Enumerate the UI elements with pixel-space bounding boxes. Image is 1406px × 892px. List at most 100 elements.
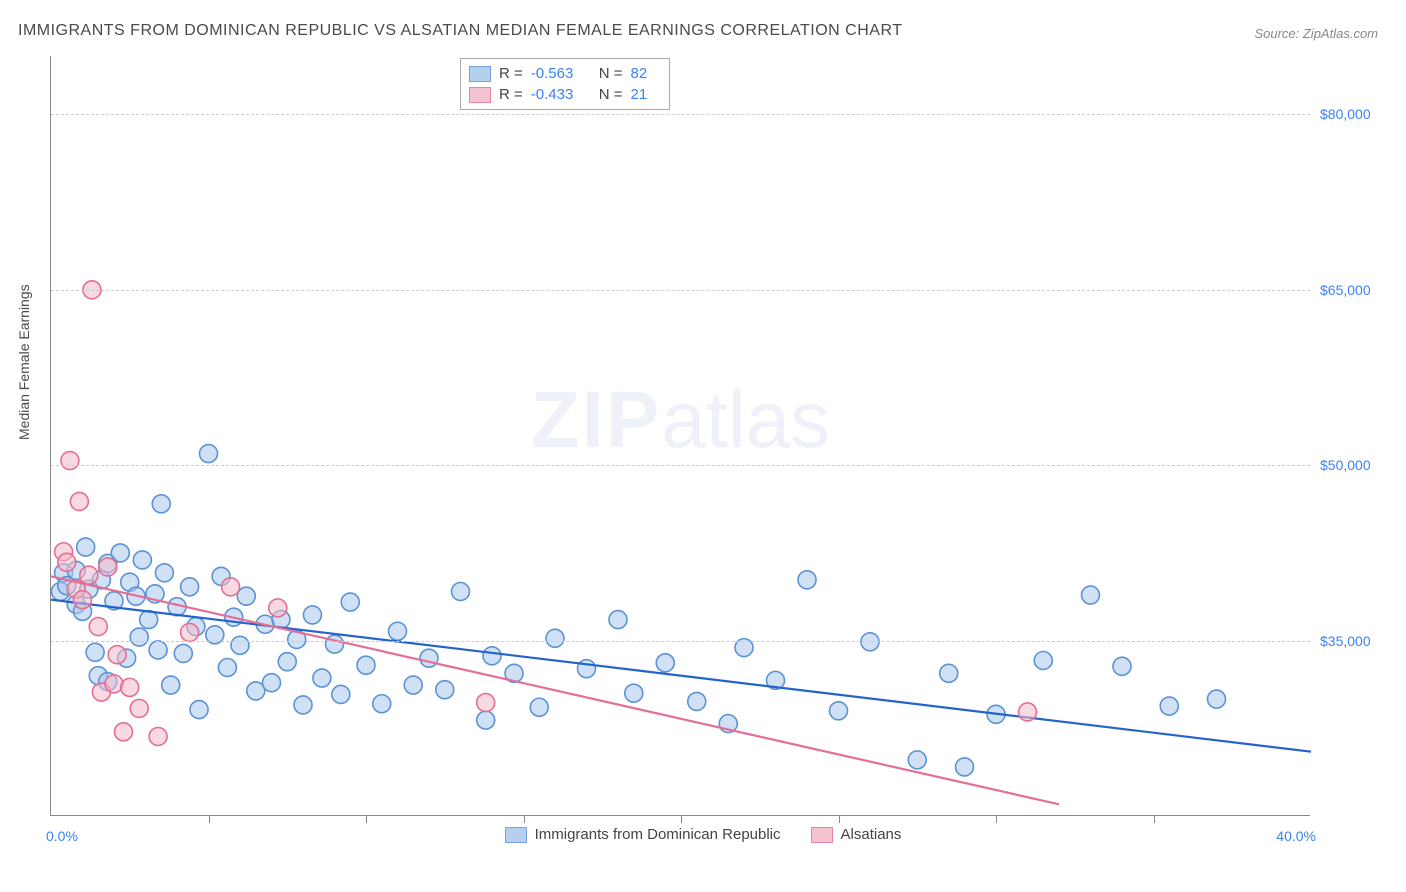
data-point-alsatian xyxy=(114,723,132,741)
source-label: Source: ZipAtlas.com xyxy=(1254,26,1378,41)
data-point-dominican xyxy=(111,544,129,562)
data-point-alsatian xyxy=(477,694,495,712)
data-point-dominican xyxy=(174,644,192,662)
legend-item-alsatian: Alsatians xyxy=(811,826,902,843)
chart-title: IMMIGRANTS FROM DOMINICAN REPUBLIC VS AL… xyxy=(18,22,903,40)
data-point-alsatian xyxy=(121,678,139,696)
data-point-dominican xyxy=(341,593,359,611)
data-point-dominican xyxy=(420,649,438,667)
data-point-alsatian xyxy=(105,675,123,693)
legend-stat-row-alsatian: R = -0.433N = 21 xyxy=(469,84,661,105)
data-point-dominican xyxy=(149,641,167,659)
data-point-dominican xyxy=(452,583,470,601)
data-point-dominican xyxy=(830,702,848,720)
data-point-dominican xyxy=(237,587,255,605)
data-point-dominican xyxy=(155,564,173,582)
x-tick xyxy=(209,815,210,823)
legend-swatch xyxy=(811,827,833,843)
x-tick xyxy=(996,815,997,823)
data-point-dominican xyxy=(483,647,501,665)
data-point-dominican xyxy=(77,538,95,556)
y-tick-label: $80,000 xyxy=(1320,106,1371,122)
data-point-dominican xyxy=(181,578,199,596)
data-point-alsatian xyxy=(108,646,126,664)
data-point-dominican xyxy=(578,660,596,678)
plot-area: ZIPatlas xyxy=(50,56,1310,816)
data-point-dominican xyxy=(294,696,312,714)
x-tick xyxy=(1154,815,1155,823)
y-tick-label: $50,000 xyxy=(1320,457,1371,473)
data-point-dominican xyxy=(404,676,422,694)
data-point-dominican xyxy=(313,669,331,687)
data-point-dominican xyxy=(326,635,344,653)
data-point-dominican xyxy=(263,674,281,692)
data-point-dominican xyxy=(86,643,104,661)
data-point-dominican xyxy=(162,676,180,694)
data-point-dominican xyxy=(940,664,958,682)
data-point-dominican xyxy=(389,622,407,640)
data-point-dominican xyxy=(477,711,495,729)
legend-item-dominican: Immigrants from Dominican Republic xyxy=(505,826,781,843)
data-point-alsatian xyxy=(99,558,117,576)
data-point-dominican xyxy=(656,654,674,672)
data-point-dominican xyxy=(1082,586,1100,604)
data-point-alsatian xyxy=(130,699,148,717)
trend-line-alsatian xyxy=(51,576,1059,804)
data-point-alsatian xyxy=(74,591,92,609)
data-point-dominican xyxy=(152,495,170,513)
data-point-alsatian xyxy=(61,452,79,470)
data-point-dominican xyxy=(546,629,564,647)
x-tick xyxy=(366,815,367,823)
data-point-dominican xyxy=(332,685,350,703)
data-point-dominican xyxy=(956,758,974,776)
data-point-dominican xyxy=(530,698,548,716)
gridline xyxy=(51,465,1310,466)
gridline xyxy=(51,114,1310,115)
legend-stats: R = -0.563N = 82R = -0.433N = 21 xyxy=(460,58,670,110)
legend-stat-row-dominican: R = -0.563 N = 82 xyxy=(469,63,661,84)
data-point-dominican xyxy=(1208,690,1226,708)
legend-n-value: 82 xyxy=(631,65,661,82)
gridline xyxy=(51,641,1310,642)
legend-swatch xyxy=(469,87,491,103)
data-point-alsatian xyxy=(149,727,167,745)
gridline xyxy=(51,290,1310,291)
data-point-dominican xyxy=(357,656,375,674)
data-point-alsatian xyxy=(80,566,98,584)
data-point-dominican xyxy=(609,611,627,629)
data-point-dominican xyxy=(1113,657,1131,675)
legend-r-label: R = xyxy=(499,65,523,82)
data-point-dominican xyxy=(303,606,321,624)
data-point-alsatian xyxy=(222,578,240,596)
data-point-dominican xyxy=(231,636,249,654)
legend-n-label: N = xyxy=(599,65,623,82)
data-point-dominican xyxy=(908,751,926,769)
data-point-dominican xyxy=(798,571,816,589)
data-point-dominican xyxy=(200,445,218,463)
x-tick xyxy=(524,815,525,823)
data-point-alsatian xyxy=(269,599,287,617)
data-point-dominican xyxy=(278,653,296,671)
y-axis-title: Median Female Earnings xyxy=(16,284,32,440)
legend-swatch xyxy=(505,827,527,843)
chart-svg xyxy=(51,56,1310,815)
legend-n-label: N = xyxy=(599,86,623,103)
x-tick xyxy=(681,815,682,823)
data-point-dominican xyxy=(373,695,391,713)
legend-r-value: -0.563 xyxy=(531,65,591,82)
legend-series-name: Alsatians xyxy=(841,826,902,843)
data-point-alsatian xyxy=(1019,703,1037,721)
data-point-alsatian xyxy=(89,618,107,636)
data-point-dominican xyxy=(625,684,643,702)
data-point-dominican xyxy=(190,701,208,719)
legend-bottom: Immigrants from Dominican Republic Alsati… xyxy=(0,826,1406,843)
legend-r-value: -0.433 xyxy=(531,86,591,103)
y-tick-label: $35,000 xyxy=(1320,633,1371,649)
data-point-dominican xyxy=(1034,651,1052,669)
data-point-alsatian xyxy=(58,553,76,571)
data-point-dominican xyxy=(130,628,148,646)
data-point-dominican xyxy=(133,551,151,569)
data-point-alsatian xyxy=(181,623,199,641)
x-tick xyxy=(839,815,840,823)
legend-r-label: R = xyxy=(499,86,523,103)
